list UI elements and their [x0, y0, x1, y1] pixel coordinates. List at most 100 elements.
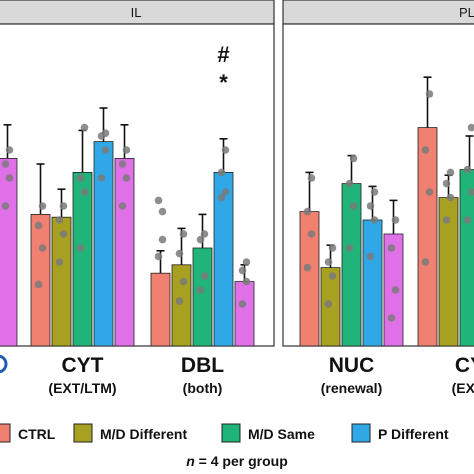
- group-3-point-0-2: [421, 146, 430, 154]
- group-0-point-4-1: [122, 174, 131, 182]
- group-1-point-1-2: [175, 249, 184, 258]
- group-1-point-0-2: [154, 196, 163, 205]
- group-1-point-3-3: [221, 146, 230, 154]
- group-0-point-4-0: [118, 202, 127, 210]
- group-3-point-1-2: [442, 179, 451, 188]
- group-2-point-3-2: [366, 202, 375, 210]
- legend: CTRL M/D Different M/D Same P Different: [0, 423, 449, 443]
- group-1-point-2-0: [196, 286, 205, 294]
- group-2-point-2-1: [349, 202, 358, 210]
- group-1-point-3-0: [217, 193, 226, 202]
- group-2-point-2-3: [349, 154, 358, 163]
- group-1-point-2-2: [196, 235, 205, 244]
- group-0-point-2-1: [80, 188, 89, 196]
- left-group-point-0-3: [5, 146, 14, 154]
- group-1-point-2-3: [200, 230, 209, 238]
- group-1-point-2-1: [200, 272, 209, 280]
- group-2-point-0-1: [307, 230, 316, 238]
- group-2-bar-3: [362, 219, 383, 347]
- group-3-bar-0: [417, 127, 438, 347]
- left-group-point-0-1: [5, 174, 14, 182]
- group-2-point-4-0: [387, 314, 396, 322]
- group-0-point-2-0: [76, 244, 85, 252]
- group-0-sublabel: (EXT/LTM): [48, 380, 116, 396]
- group-1-point-4-3: [242, 258, 251, 266]
- group-2-point-3-3: [370, 188, 379, 196]
- left-group-point-0-2: [1, 160, 10, 168]
- group-1-point-1-3: [179, 230, 188, 238]
- group-2-point-1-0: [324, 300, 333, 308]
- group-2-label: NUC: [329, 354, 375, 377]
- group-3-point-2-0: [463, 216, 472, 224]
- group-0-point-1-2: [55, 216, 64, 224]
- group-2-point-1-3: [328, 244, 337, 252]
- group-3-point-0-3: [425, 90, 434, 98]
- group-3-point-0-1: [425, 188, 434, 196]
- group-1-point-3-2: [217, 168, 226, 177]
- group-0-label: CYT: [62, 354, 104, 377]
- group-1-bar-2: [192, 247, 213, 347]
- group-0-point-4-2: [118, 160, 127, 168]
- legend-swatch-0: [0, 423, 11, 443]
- group-1-point-4-2: [238, 266, 247, 275]
- group-1-label: DBL: [181, 354, 224, 377]
- group-0-point-1-1: [59, 230, 68, 238]
- group-1-point-0-3: [158, 235, 167, 244]
- group-1-point-0-0: [154, 252, 163, 261]
- group-1-point-1-0: [175, 297, 184, 306]
- group-3-point-2-3: [467, 123, 474, 132]
- group-0-point-0-3: [38, 202, 47, 210]
- group-0-point-0-2: [34, 221, 43, 230]
- left-group-point-0-0: [1, 202, 10, 210]
- group-0-point-3-1: [101, 146, 110, 154]
- group-1-annotation-1: *: [219, 70, 228, 95]
- group-1-bar-4: [234, 281, 255, 347]
- group-3-point-1-0: [442, 216, 451, 224]
- group-0-point-2-3: [80, 123, 89, 132]
- group-2-point-3-0: [366, 252, 375, 261]
- group-1-point-4-0: [238, 300, 247, 308]
- left-group-bar-0: [0, 157, 18, 347]
- group-1-point-1-1: [179, 277, 188, 286]
- group-2-point-2-0: [345, 244, 354, 252]
- legend-label-2: M/D Same: [248, 426, 315, 442]
- group-2-sublabel: (renewal): [321, 380, 382, 396]
- group-0-bar-0: [30, 213, 51, 347]
- note-rest: = 4 per group: [195, 453, 288, 469]
- group-3-label: CY: [455, 354, 474, 377]
- group-2-point-0-0: [303, 263, 312, 272]
- group-0-point-3-3: [101, 129, 110, 137]
- group-1-annotation-0: #: [217, 42, 229, 67]
- group-2-point-1-1: [328, 272, 337, 280]
- group-2-point-3-1: [370, 216, 379, 224]
- group-3-point-1-1: [446, 193, 455, 202]
- group-0-point-0-0: [34, 280, 43, 289]
- group-1-bar-0: [150, 272, 171, 347]
- legend-swatch-2: [221, 423, 241, 443]
- group-2-point-2-2: [345, 179, 354, 188]
- group-2-point-4-2: [387, 244, 396, 252]
- legend-label-0: CTRL: [18, 426, 56, 442]
- legend-label-3: P Different: [378, 426, 449, 442]
- strip-pl: [282, 0, 474, 25]
- legend-swatch-1: [73, 423, 93, 443]
- sample-size-note: n = 4 per group: [186, 453, 288, 469]
- group-2-point-0-2: [303, 207, 312, 216]
- group-0-point-4-3: [122, 146, 131, 154]
- group-0-bar-3: [93, 141, 114, 347]
- strip-il: [0, 0, 275, 25]
- group-2-point-4-3: [391, 216, 400, 224]
- group-0-point-1-0: [55, 258, 64, 266]
- chart-marks: [0, 76, 474, 347]
- strip-pl-label: PL: [459, 5, 474, 20]
- group-0-point-3-0: [97, 174, 106, 182]
- group-2-point-1-2: [324, 258, 333, 266]
- group-labels: CYT (EXT/LTM) DBL (both) # * NUC (renewal) CY (EX…: [0, 42, 474, 396]
- group-2-point-0-3: [307, 174, 316, 182]
- group-1-sublabel: (both): [183, 380, 223, 396]
- group-1-point-3-1: [221, 188, 230, 196]
- group-0-point-1-3: [59, 202, 68, 210]
- group-0-point-0-1: [38, 244, 47, 252]
- strip-il-label: IL: [131, 5, 142, 20]
